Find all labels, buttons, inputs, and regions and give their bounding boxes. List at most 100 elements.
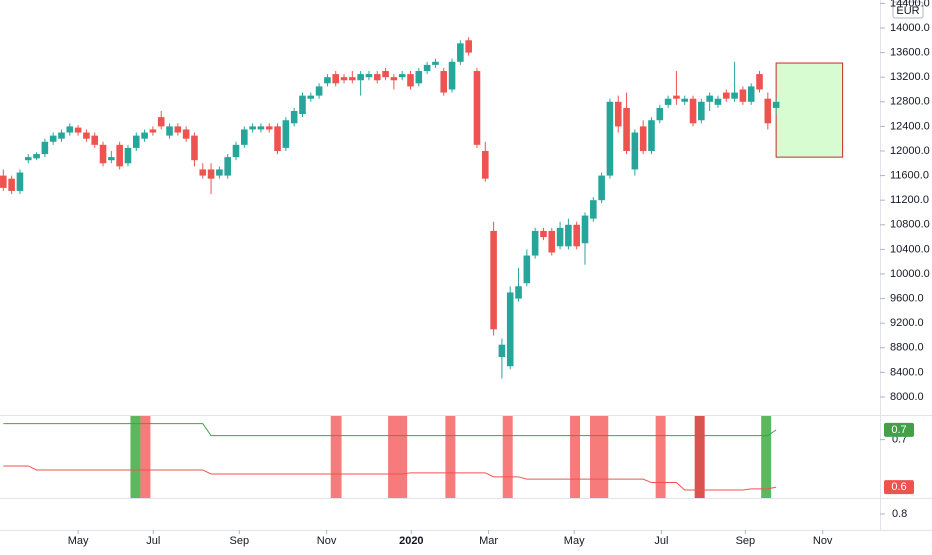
candle-body	[581, 215, 589, 244]
candle-body	[731, 92, 738, 99]
candle-body	[515, 286, 522, 299]
signal-band	[502, 416, 513, 498]
y-tick-label: 9600.0	[890, 292, 924, 304]
candle-body	[772, 101, 780, 108]
x-tick-label: Jul	[654, 535, 668, 547]
candle-body	[340, 77, 348, 81]
y-tick-label: 10800.0	[890, 219, 930, 231]
candle-body	[241, 129, 248, 145]
candle-body	[290, 111, 298, 124]
last-value-badge	[884, 422, 914, 437]
candle-body	[481, 150, 489, 179]
candle-body	[714, 98, 722, 105]
candle-body	[565, 224, 572, 247]
candle-body	[664, 98, 672, 105]
candle-body	[390, 77, 398, 81]
candle-body	[149, 129, 157, 133]
candle-body	[274, 126, 281, 151]
candle-body	[141, 132, 148, 139]
x-tick-label: Nov	[813, 535, 833, 547]
candle-body	[282, 120, 290, 148]
y-tick-label: 8800.0	[890, 342, 924, 354]
candle-body	[332, 74, 340, 84]
x-tick-label: Jul	[146, 535, 160, 547]
candle-body	[756, 74, 763, 90]
candle-body	[265, 126, 273, 130]
candle-body	[33, 154, 40, 159]
y-tick-label: 10400.0	[890, 243, 930, 255]
candle-body	[739, 89, 747, 102]
candle-body	[440, 71, 448, 93]
candle-body	[523, 255, 531, 284]
signal-band	[694, 416, 705, 498]
candle-body	[531, 230, 539, 256]
indicator-line	[3, 423, 777, 437]
y-tick-label: 12400.0	[890, 120, 930, 132]
candle-body	[448, 61, 456, 90]
candle-body	[365, 74, 373, 78]
candle-body	[349, 77, 356, 81]
signal-band	[388, 416, 408, 498]
candle-body	[722, 92, 730, 99]
x-tick-label: Mar	[479, 535, 498, 547]
y-tick-label: 9200.0	[890, 317, 924, 329]
y-tick-label: 11600.0	[890, 169, 929, 181]
y-tick-label: 12000.0	[890, 145, 930, 157]
candle-body	[124, 147, 132, 164]
y-tick-label: 10000.0	[890, 268, 930, 280]
x-tick-label: May	[68, 535, 89, 547]
candle-body	[473, 71, 481, 145]
y-tick-label: 13200.0	[890, 71, 930, 83]
candle-body	[216, 169, 223, 176]
candle-body	[573, 224, 580, 247]
y-tick-label: 8400.0	[890, 366, 924, 378]
candle-body	[24, 157, 32, 161]
candle-body	[706, 95, 713, 102]
candle-body	[182, 129, 190, 139]
candle-body	[407, 74, 414, 87]
candle-body	[623, 107, 630, 151]
signal-band	[330, 416, 342, 498]
candle-body	[91, 135, 99, 145]
signal-band	[130, 416, 141, 498]
candle-body	[639, 126, 647, 151]
y-tick-label: 0.8	[892, 508, 907, 520]
candle-body	[307, 95, 315, 99]
candle-body	[174, 126, 182, 133]
signal-band	[761, 416, 772, 498]
candle-body	[415, 71, 423, 84]
signal-band	[655, 416, 666, 498]
y-tick-label: 12800.0	[890, 96, 930, 108]
candle-body	[614, 101, 622, 127]
candle-body	[191, 135, 198, 161]
candle-body	[8, 178, 15, 191]
candle-body	[58, 132, 65, 139]
y-tick-label: 14400.0	[890, 0, 930, 9]
signal-band	[140, 416, 151, 498]
signal-band	[589, 416, 609, 498]
candle-body	[16, 172, 24, 191]
candle-body	[324, 77, 331, 84]
candle-body	[66, 126, 74, 133]
indicator-line	[3, 465, 777, 491]
candle-body	[99, 144, 107, 164]
candle-body	[656, 107, 664, 121]
candle-body	[590, 200, 597, 219]
candle-body	[465, 40, 472, 53]
currency[interactable]: EUR	[896, 5, 919, 17]
last-value-label: 0.6	[891, 481, 906, 493]
x-tick-label: Sep	[230, 535, 250, 547]
candle-body	[116, 144, 123, 167]
candle-body	[606, 101, 614, 176]
candle-body	[132, 135, 140, 148]
candle-body	[224, 157, 231, 176]
candle-body	[673, 95, 680, 99]
candle-body	[747, 86, 755, 102]
y-tick-label: 8000.0	[890, 391, 924, 403]
x-tick-label: Nov	[317, 535, 337, 547]
candle-body	[457, 43, 464, 62]
x-tick-label: 2020	[399, 535, 423, 547]
currency-box[interactable]	[892, 1, 924, 19]
candle-body	[681, 98, 689, 102]
